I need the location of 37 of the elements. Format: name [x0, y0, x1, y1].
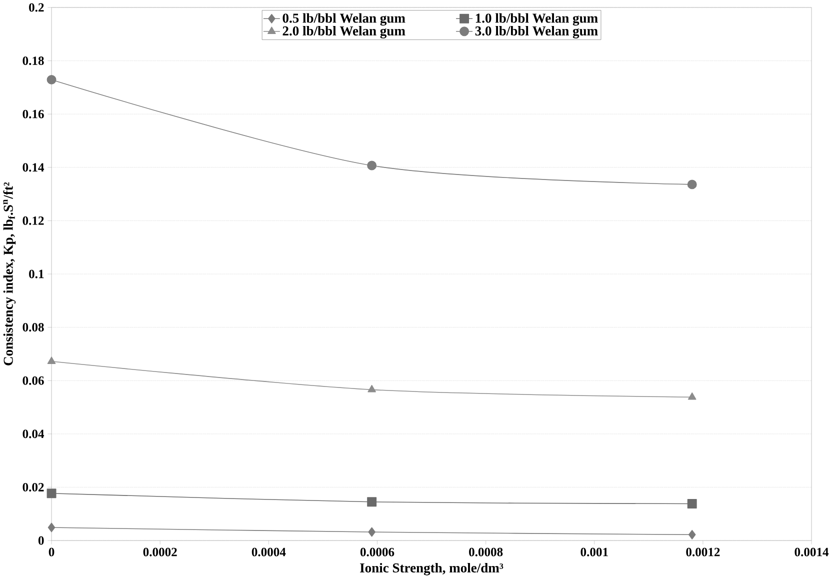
legend-label: 3.0 lb/bbl Welan gum	[475, 26, 598, 39]
point	[367, 497, 377, 507]
point	[687, 499, 697, 509]
x-tick-label: 0	[48, 548, 54, 556]
point	[687, 180, 697, 190]
x-tick-label: 0.0004	[252, 548, 286, 557]
y-tick-label: 0.06	[22, 376, 44, 386]
point	[46, 488, 56, 498]
legend-label: 0.5 lb/bbl Welan gum	[282, 13, 406, 26]
y-tick-label: 0.02	[22, 483, 44, 492]
x-tick-label: 0.0002	[143, 548, 177, 557]
point	[47, 356, 56, 364]
point	[368, 385, 376, 392]
x-tick-label: 0.0012	[686, 548, 720, 557]
y-tick-label: 0.1	[29, 270, 44, 278]
y-tick-label: 0.08	[22, 323, 44, 332]
y-tick-label: 0.12	[22, 216, 44, 226]
point	[367, 161, 377, 170]
y-tick-label: 0	[38, 536, 44, 545]
x-axis-title: Ionic Strength, mole/dm³	[360, 563, 504, 576]
point	[368, 527, 376, 537]
legend-label: 1.0 lb/bbl Welan gum	[476, 13, 598, 26]
x-tick-label: 0.0008	[469, 548, 503, 557]
y-tick-label: 0.18	[22, 56, 44, 66]
y-tick-label: 0.14	[22, 163, 44, 172]
y-tick-label: 0.2	[29, 3, 44, 12]
x-tick-label: 0.0006	[360, 548, 394, 557]
point	[688, 530, 696, 540]
y-tick-label: 0.16	[22, 110, 44, 119]
y-tick-label: 0.04	[22, 430, 44, 438]
x-tick-label: 0.001	[580, 548, 608, 557]
point	[688, 392, 696, 400]
point	[46, 75, 56, 85]
point	[48, 522, 56, 532]
legend-label: 2.0 lb/bbl Welan gum	[282, 26, 406, 39]
x-tick-label: 0.0014	[794, 548, 829, 557]
y-axis-title: Consistency index, Kp, lb$_{f}$.S$^{n}$/ft²	[3, 182, 16, 366]
